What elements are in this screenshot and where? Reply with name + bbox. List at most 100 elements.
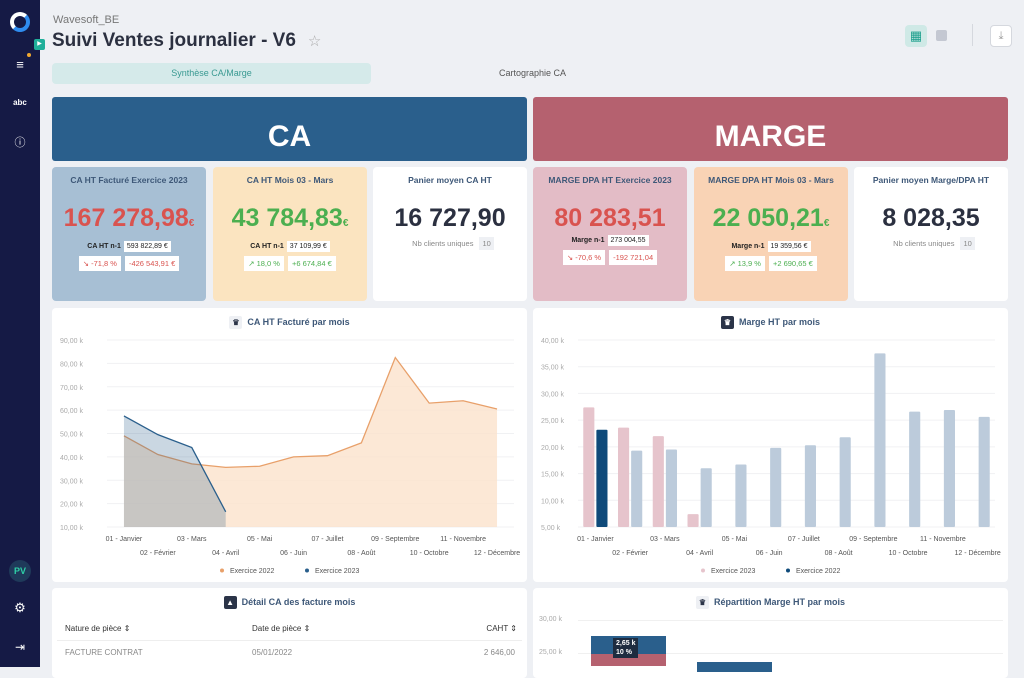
row-divider [57, 640, 522, 641]
y-tick-label: 40,00 k [60, 455, 83, 462]
kpi-clients: Nb clients uniques 10 [854, 237, 1008, 250]
legend-marker [220, 568, 224, 573]
kpi-card: Panier moyen CA HT 16 727,90 Nb clients un… [373, 167, 527, 301]
kpi-value: 8 028,35 [882, 204, 980, 232]
bar [943, 409, 955, 527]
page-title: Suivi Ventes journalier - V6 [52, 30, 296, 51]
kpi-pct: ↘ -71,8 % [78, 256, 121, 271]
text-icon[interactable]: abc [13, 98, 27, 107]
x-tick-label: 03 - Mars [650, 536, 680, 543]
y-tick-label: 10,00 k [541, 498, 564, 505]
kpi-value: 167 278,98€ [63, 204, 195, 232]
settings-icon[interactable]: ⚙ [14, 600, 26, 615]
single-view-button[interactable] [936, 30, 947, 41]
x-tick-label: 12 - Décembre [954, 550, 1000, 557]
x-tick-label: 04 - Avril [212, 550, 240, 557]
bar [770, 447, 782, 527]
logo-icon[interactable] [10, 12, 30, 32]
tab-synthese[interactable]: Synthèse CA/Marge [52, 63, 371, 84]
workspace-name: Wavesoft_BE [53, 14, 120, 26]
chart-title: Répartition Marge HT par mois [713, 597, 846, 607]
toolbar-divider [972, 24, 973, 46]
tab-cartographie[interactable]: Cartographie CA [498, 68, 567, 78]
series-line [123, 415, 227, 513]
ca-banner: CA [52, 97, 527, 161]
logout-icon[interactable]: ⇥ [14, 640, 26, 654]
bar [735, 464, 747, 527]
y-tick-label: 35,00 k [541, 365, 564, 372]
expand-icon[interactable]: ▶ [34, 39, 45, 50]
kpi-title: MARGE DPA HT Mois 03 - Mars [708, 175, 834, 185]
kpi-clients: Nb clients uniques 10 [373, 237, 527, 250]
marge-banner: MARGE [533, 97, 1008, 161]
kpi-card: Panier moyen Marge/DPA HT 8 028,35 Nb clie… [854, 167, 1008, 301]
cell-caht: 2 646,00 [483, 648, 515, 657]
x-tick-label: 11 - Novembre [920, 536, 966, 543]
kpi-card: CA HT Facturé Exercice 2023 167 278,98€ CA… [52, 167, 206, 301]
y-tick-label: 5,00 k [541, 525, 561, 532]
kpi-title: CA HT Mois 03 - Mars [246, 175, 334, 185]
marge-bar-chart: 5,00 k 10,00 k 15,00 k 20,00 k 25,00 k 30,00 … [541, 338, 1001, 575]
column-header-date[interactable]: Date de pièce ⇕ [252, 624, 311, 633]
x-tick-label: 09 - Septembre [371, 536, 419, 543]
chart-title: CA HT Facturé par mois [247, 317, 350, 327]
info-icon[interactable]: ⓘ [14, 137, 26, 149]
legend-label: Exercice 2023 [711, 568, 755, 575]
x-tick-label: 02 - Février [140, 550, 176, 557]
bar [687, 514, 699, 527]
y-tick-label: 30,00 k [60, 478, 83, 485]
notification-dot [27, 53, 31, 57]
x-tick-label: 07 - Juillet [312, 536, 344, 543]
kpi-value: 43 784,83€ [231, 204, 349, 232]
x-tick-label: 11 - Novembre [440, 536, 486, 543]
x-tick-label: 01 - Janvier [106, 536, 143, 543]
bar [839, 437, 851, 527]
sidebar: ▶ ≡ abc ⓘ PV ⚙ ⇥ [0, 0, 45, 667]
detail-table-panel: ▲ Détail CA des facture mois Nature de pi… [52, 588, 527, 678]
series-line [123, 356, 498, 469]
kpi-delta: ↗ 13,9 % +2 690,65 € [694, 256, 848, 271]
kpi-value: 22 050,21€ [712, 204, 830, 232]
column-header-nature[interactable]: Nature de pièce ⇕ [65, 624, 131, 633]
legend-marker [786, 568, 790, 573]
bar [631, 450, 643, 527]
column-header-caht[interactable]: CAHT ⇕ [486, 624, 517, 633]
y-tick-label: 25,00 k [541, 418, 564, 425]
kpi-delta: ↗ 18,0 % +6 674,84 € [213, 256, 367, 271]
filter-icon[interactable]: ≡ [16, 57, 24, 72]
avatar[interactable]: PV [9, 560, 31, 582]
favorite-star-icon[interactable]: ☆ [307, 33, 322, 50]
kpi-previous: Marge n-1 273 004,55 [533, 235, 687, 246]
kpi-diff: +6 674,84 € [287, 256, 336, 271]
crown-icon: ♛ [720, 316, 734, 329]
download-button[interactable]: ⤓ [990, 25, 1012, 47]
kpi-card: MARGE DPA HT Mois 03 - Mars 22 050,21€ Mar… [694, 167, 848, 301]
bar [596, 429, 608, 527]
ca-chart-panel: ♛ CA HT Facturé par mois 10,00 k 20,00 k 30… [52, 308, 527, 582]
cell-date: 05/01/2022 [252, 648, 293, 657]
series-area [123, 357, 498, 527]
y-tick-label: 90,00 k [60, 338, 83, 345]
y-tick-label: 20,00 k [60, 502, 83, 509]
kpi-diff: -192 721,04 [609, 250, 658, 265]
x-tick-label: 02 - Février [612, 550, 648, 557]
kpi-diff: +2 690,65 € [768, 256, 817, 271]
title-row: Suivi Ventes journalier - V6 ☆ [52, 30, 321, 52]
x-tick-label: 04 - Avril [686, 550, 714, 557]
bar [583, 407, 595, 527]
grid-view-button[interactable]: ▦ [905, 25, 927, 47]
x-tick-label: 12 - Décembre [474, 550, 520, 557]
bar [700, 468, 712, 527]
y-tick-label: 50,00 k [60, 432, 83, 439]
y-tick-label: 70,00 k [60, 385, 83, 392]
kpi-title: MARGE DPA HT Exercice 2023 [548, 175, 672, 185]
x-tick-label: 09 - Septembre [849, 536, 897, 543]
x-tick-label: 05 - Mai [722, 536, 748, 543]
legend-label: Exercice 2022 [796, 568, 840, 575]
stacked-bar[interactable] [697, 662, 772, 672]
bar [665, 449, 677, 527]
x-tick-label: 06 - Juin [280, 550, 307, 557]
x-tick-label: 01 - Janvier [577, 536, 614, 543]
kpi-previous: Marge n-1 19 359,56 € [694, 241, 848, 252]
kpi-delta: ↘ -71,8 % -426 543,91 € [52, 256, 206, 271]
